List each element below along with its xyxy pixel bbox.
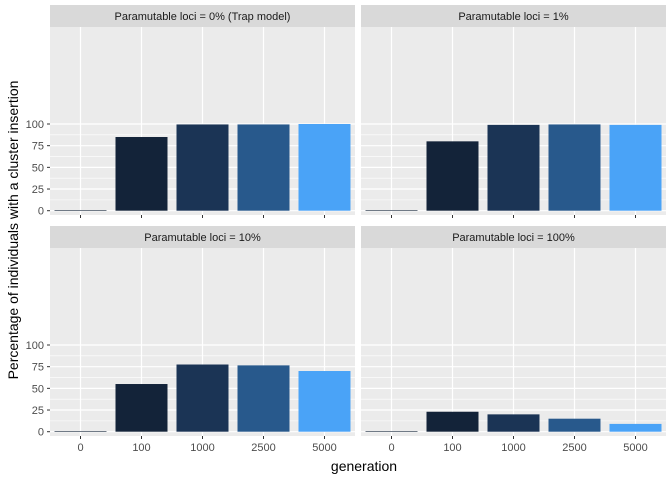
- y-tick-label: 25: [32, 184, 44, 196]
- bar-1000: [176, 364, 229, 432]
- bar-2500: [548, 418, 601, 432]
- bar-5000: [609, 124, 662, 211]
- x-tick-label: 100: [132, 442, 150, 454]
- y-tick-label: 0: [38, 427, 44, 439]
- facet-strip-label: Paramutable loci = 1%: [458, 11, 569, 23]
- bar-1000: [176, 124, 229, 211]
- y-tick-label: 0: [38, 206, 44, 218]
- bar-5000: [298, 371, 351, 432]
- bar-0: [365, 210, 418, 211]
- x-tick-label: 1000: [501, 442, 525, 454]
- y-tick-label: 75: [32, 141, 44, 153]
- bar-5000: [298, 124, 351, 211]
- bar-2500: [548, 124, 601, 211]
- x-tick-label: 5000: [623, 442, 647, 454]
- panels-layer: Paramutable loci = 0% (Trap model) Paramu…: [50, 5, 666, 436]
- bar-100: [115, 137, 168, 211]
- facet-panel-4: Paramutable loci = 100%: [361, 226, 666, 436]
- bar-100: [115, 384, 168, 432]
- y-tick-label: 100: [26, 340, 44, 352]
- x-tick-label: 1000: [190, 442, 214, 454]
- facet-strip-label: Paramutable loci = 100%: [452, 232, 575, 244]
- bar-0: [54, 210, 107, 211]
- bar-0: [54, 431, 107, 432]
- bar-5000: [609, 423, 662, 432]
- y-tick-label: 25: [32, 405, 44, 417]
- bar-100: [426, 411, 479, 432]
- facet-panel-2: Paramutable loci = 1%: [361, 5, 666, 215]
- facet-strip: [361, 5, 666, 27]
- facet-strip: [50, 5, 355, 27]
- x-axis-title: generation: [331, 458, 397, 474]
- y-tick-label: 50: [32, 162, 44, 174]
- x-tick-label: 5000: [312, 442, 336, 454]
- bar-1000: [487, 414, 540, 432]
- y-tick-label: 75: [32, 362, 44, 374]
- bar-100: [426, 141, 479, 211]
- bar-1000: [487, 124, 540, 211]
- facet-panel-1: Paramutable loci = 0% (Trap model): [50, 5, 355, 215]
- facet-strip-label: Paramutable loci = 0% (Trap model): [115, 11, 291, 23]
- facet-strip: [50, 226, 355, 248]
- facet-strip-label: Paramutable loci = 10%: [144, 232, 261, 244]
- bar-2500: [237, 124, 290, 211]
- x-tick-label: 0: [388, 442, 394, 454]
- facet-panel-3: Paramutable loci = 10%: [50, 226, 355, 436]
- x-tick-label: 100: [443, 442, 461, 454]
- bar-2500: [237, 365, 290, 432]
- y-tick-label: 50: [32, 383, 44, 395]
- x-tick-label: 2500: [562, 442, 586, 454]
- y-axis-title: Percentage of individuals with a cluster…: [5, 81, 21, 380]
- x-tick-label: 0: [77, 442, 83, 454]
- x-tick-label: 2500: [251, 442, 275, 454]
- bar-0: [365, 431, 418, 432]
- y-tick-label: 100: [26, 119, 44, 131]
- facet-strip: [361, 226, 666, 248]
